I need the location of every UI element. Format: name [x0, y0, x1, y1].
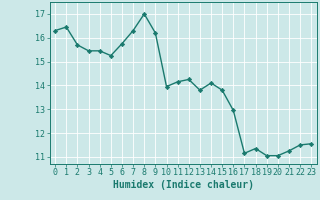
X-axis label: Humidex (Indice chaleur): Humidex (Indice chaleur): [113, 180, 254, 190]
